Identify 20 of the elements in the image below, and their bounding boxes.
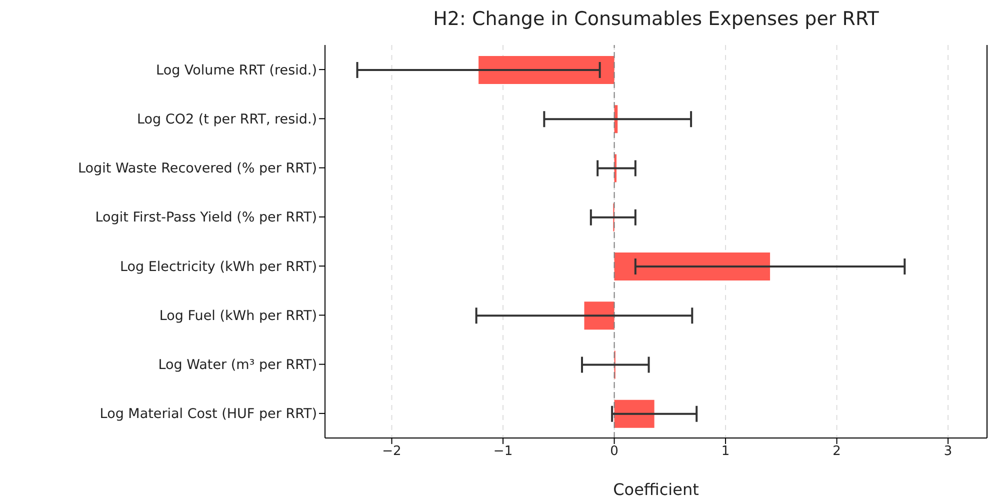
y-tick-label: Log Water (m³ per RRT) bbox=[158, 357, 317, 374]
x-tick-label: 2 bbox=[832, 444, 841, 460]
x-axis-title: Coefficient bbox=[613, 480, 699, 497]
y-tick-label: Log CO2 (t per RRT, resid.) bbox=[137, 111, 317, 128]
y-tick-label: Log Material Cost (HUF per RRT) bbox=[100, 406, 317, 422]
bar bbox=[584, 302, 614, 330]
bar bbox=[614, 252, 770, 280]
chart-title: H2: Change in Consumables Expenses per RRT bbox=[432, 8, 880, 30]
x-tick-label: 1 bbox=[721, 444, 730, 460]
x-tick-label: 3 bbox=[944, 444, 952, 460]
y-tick-label: Logit Waste Recovered (% per RRT) bbox=[78, 160, 317, 177]
y-tick-label: Log Volume RRT (resid.) bbox=[156, 62, 317, 78]
x-tick-label: 0 bbox=[610, 444, 618, 460]
y-tick-label: Logit First-Pass Yield (% per RRT) bbox=[95, 210, 317, 226]
x-tick-label: −2 bbox=[382, 444, 402, 460]
bar bbox=[614, 400, 654, 428]
y-tick-label: Log Fuel (kWh per RRT) bbox=[159, 308, 317, 324]
x-tick-label: −1 bbox=[493, 444, 513, 460]
bar bbox=[478, 56, 614, 84]
y-tick-label: Log Electricity (kWh per RRT) bbox=[120, 258, 317, 275]
